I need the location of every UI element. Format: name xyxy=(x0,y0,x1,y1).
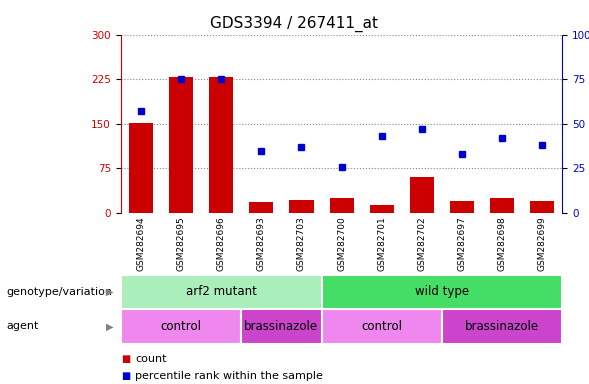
Bar xyxy=(450,201,474,213)
Bar xyxy=(322,275,562,309)
Bar xyxy=(289,200,313,213)
Text: wild type: wild type xyxy=(415,285,469,298)
Text: GSM282698: GSM282698 xyxy=(498,217,507,271)
Text: GSM282697: GSM282697 xyxy=(458,217,466,271)
Text: GSM282694: GSM282694 xyxy=(136,217,145,271)
Text: GDS3394 / 267411_at: GDS3394 / 267411_at xyxy=(210,15,379,31)
Text: brassinazole: brassinazole xyxy=(465,320,540,333)
Bar xyxy=(169,78,193,213)
Bar xyxy=(121,309,241,344)
Text: ▶: ▶ xyxy=(107,287,114,297)
Bar xyxy=(490,198,514,213)
Bar xyxy=(209,78,233,213)
Text: GSM282695: GSM282695 xyxy=(177,217,186,271)
Bar xyxy=(410,177,434,213)
Text: brassinazole: brassinazole xyxy=(244,320,319,333)
Bar xyxy=(330,198,353,213)
Text: ■: ■ xyxy=(121,354,130,364)
Bar xyxy=(370,205,394,213)
Bar xyxy=(249,202,273,213)
Text: percentile rank within the sample: percentile rank within the sample xyxy=(135,371,323,381)
Text: GSM282702: GSM282702 xyxy=(418,217,426,271)
Text: control: control xyxy=(361,320,402,333)
Text: GSM282693: GSM282693 xyxy=(257,217,266,271)
Text: GSM282696: GSM282696 xyxy=(217,217,226,271)
Text: count: count xyxy=(135,354,167,364)
Text: arf2 mutant: arf2 mutant xyxy=(186,285,257,298)
Text: agent: agent xyxy=(6,321,38,331)
Bar xyxy=(322,309,442,344)
Text: GSM282699: GSM282699 xyxy=(538,217,547,271)
Text: ▶: ▶ xyxy=(107,321,114,331)
Text: GSM282701: GSM282701 xyxy=(378,217,386,271)
Bar xyxy=(442,309,562,344)
Text: genotype/variation: genotype/variation xyxy=(6,287,112,297)
Bar xyxy=(530,201,554,213)
Text: control: control xyxy=(160,320,201,333)
Text: GSM282703: GSM282703 xyxy=(297,217,306,271)
Bar xyxy=(129,122,153,213)
Text: ■: ■ xyxy=(121,371,130,381)
Bar xyxy=(241,309,322,344)
Bar xyxy=(121,275,322,309)
Text: GSM282700: GSM282700 xyxy=(337,217,346,271)
